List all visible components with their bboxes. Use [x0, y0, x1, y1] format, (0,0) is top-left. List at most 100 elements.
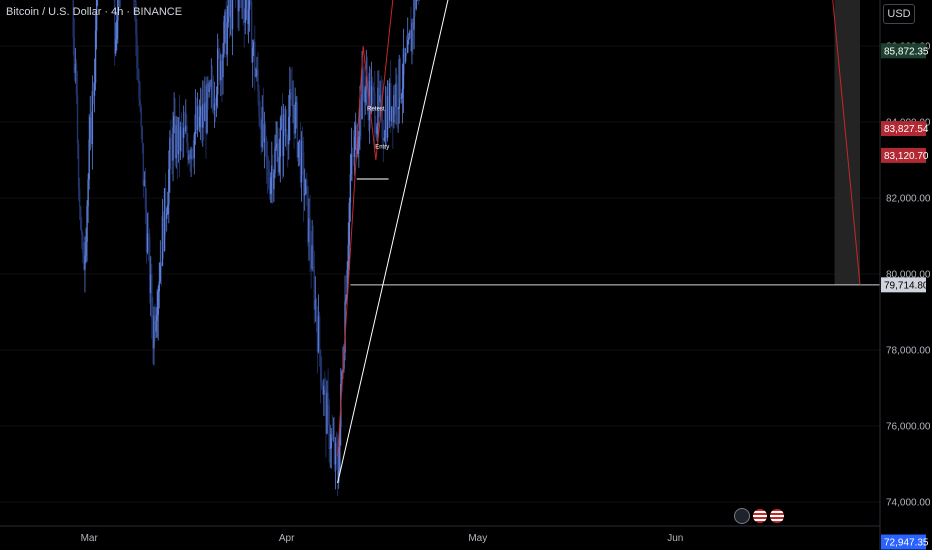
candle-body — [178, 117, 181, 151]
price-tag-label: 79,714.80 — [884, 280, 929, 291]
candle-body — [288, 116, 290, 145]
candle-body — [385, 109, 388, 138]
candle-body — [296, 102, 298, 158]
candle-body — [403, 48, 406, 62]
candle-body — [157, 291, 159, 316]
candle-body — [400, 97, 403, 99]
candle-body — [412, 22, 414, 30]
candle-body — [201, 106, 203, 128]
candle-body — [348, 202, 351, 246]
candle-body — [191, 149, 193, 157]
candle-body — [279, 128, 281, 158]
candle-body — [356, 125, 358, 155]
candle-body — [190, 149, 192, 159]
candle-body — [323, 385, 325, 395]
candle-body — [210, 79, 212, 88]
candle-body — [173, 116, 175, 128]
candle-body — [139, 100, 141, 108]
candle-body — [141, 127, 143, 144]
price-tags: 111,400.41110,163.17109,002.47106,128.46… — [881, 43, 929, 550]
candle-body — [278, 157, 280, 173]
candle-body — [328, 405, 330, 449]
candle-body — [360, 99, 362, 120]
candle-body — [371, 86, 374, 87]
candle-body — [404, 52, 407, 62]
candle-body — [165, 214, 168, 219]
candle-body — [182, 127, 185, 138]
candle-body — [144, 179, 147, 210]
price-tag-bg — [881, 43, 926, 59]
candle-body — [346, 269, 348, 299]
candle-body — [334, 442, 337, 465]
candle-body — [189, 154, 191, 159]
candle-body — [285, 129, 288, 142]
candle-body — [147, 233, 150, 237]
candle-body — [364, 89, 366, 103]
price-tag-bg — [881, 147, 926, 163]
us-flag-icon-2[interactable] — [770, 509, 784, 523]
candle-body — [381, 96, 383, 139]
annotation-label: Entry — [375, 145, 389, 151]
candle-body — [387, 95, 390, 121]
candle-body — [305, 179, 307, 194]
candle-body — [134, 0, 136, 3]
lightning-icon[interactable] — [734, 508, 750, 524]
candle-body — [295, 102, 297, 105]
candle-body — [221, 60, 223, 78]
candle-body — [224, 11, 226, 22]
candle-body — [213, 103, 216, 111]
price-tag-label: 72,947.35 — [884, 538, 929, 549]
candle-body — [301, 140, 304, 153]
candle-body — [248, 0, 251, 10]
candle-body — [290, 89, 292, 94]
candle-body — [198, 116, 201, 128]
candle-body — [151, 274, 153, 319]
candle-body — [291, 93, 293, 106]
candle-body — [275, 146, 277, 149]
us-flag-icon[interactable] — [753, 509, 767, 523]
time-axis[interactable]: Mar Apr May Jun — [0, 525, 880, 544]
candle-body — [205, 102, 207, 133]
candle-body — [349, 174, 352, 203]
candle-body — [259, 117, 261, 126]
candle-body — [180, 127, 183, 131]
candle-body — [172, 127, 174, 161]
candle-body — [268, 183, 271, 194]
price-tick-label: 74,000.00 — [886, 498, 931, 509]
candle-body — [262, 106, 265, 143]
price-tick-label: 76,000.00 — [886, 422, 931, 433]
candle-body — [271, 165, 273, 178]
candle-body — [370, 86, 373, 113]
currency-button[interactable]: USD — [883, 4, 915, 24]
candle-body — [163, 188, 166, 252]
candle-body — [230, 0, 233, 30]
candle-body — [78, 188, 81, 207]
candle-body — [375, 132, 377, 135]
candle-body — [115, 39, 117, 54]
trendline — [337, 0, 449, 484]
candle-body — [314, 299, 317, 310]
candle-body — [92, 91, 95, 96]
candle-body — [311, 245, 313, 269]
symbol-title[interactable]: Bitcoin / U.S. Dollar · 4h · BINANCE — [6, 6, 183, 18]
candle-body — [87, 179, 89, 207]
candle-body — [294, 104, 296, 134]
candle-body — [270, 177, 272, 194]
candle-body — [187, 142, 189, 160]
candle-body — [332, 438, 335, 439]
candle-body — [373, 86, 375, 93]
candle-body — [326, 392, 328, 434]
candle-body — [310, 252, 312, 269]
candle-body — [81, 229, 83, 235]
candle-body — [405, 52, 408, 54]
candle-body — [292, 105, 294, 106]
candle-body — [258, 91, 260, 118]
candle-body — [395, 83, 397, 108]
candle-body — [330, 434, 332, 449]
candle-body — [246, 0, 249, 24]
candle-body — [85, 242, 87, 256]
candle-body — [84, 255, 86, 270]
price-axis[interactable]: 74,000.00 76,000.00 78,000.00 80,000.00 82,0… — [879, 0, 932, 550]
candle-body — [82, 234, 84, 253]
